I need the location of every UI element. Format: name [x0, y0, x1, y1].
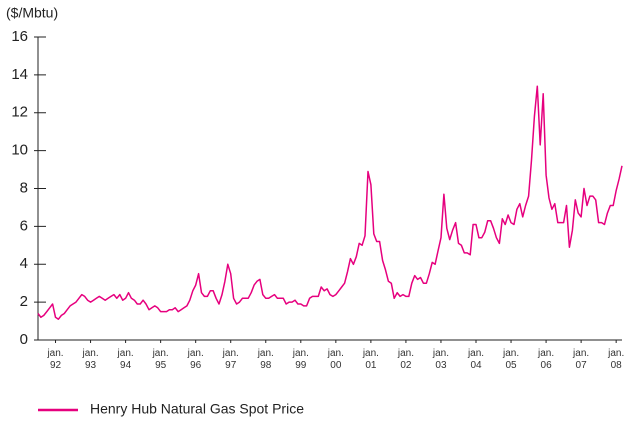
y-tick-label: 8 [20, 179, 28, 196]
x-tick-label: jan. 96 [187, 348, 204, 371]
x-tick-label: jan. 01 [362, 348, 379, 371]
y-tick-label: 2 [20, 293, 28, 310]
y-tick-label: 4 [20, 255, 28, 272]
x-tick-label: jan. 03 [432, 348, 450, 371]
y-tick-label: 12 [11, 104, 28, 121]
x-tick-label: jan. 92 [47, 348, 64, 371]
y-tick-label: 10 [11, 142, 28, 159]
x-tick-label: jan. 97 [222, 348, 239, 371]
x-tick-label: jan. 98 [257, 348, 274, 371]
x-tick-label: jan. 00 [327, 348, 344, 371]
x-tick-label: jan. 04 [467, 348, 485, 371]
x-tick-label: jan. 94 [117, 348, 134, 371]
y-tick-label: 0 [20, 331, 28, 348]
y-tick-label: 16 [11, 28, 28, 45]
y-tick-label: 14 [11, 66, 28, 83]
x-tick-label: jan. 95 [152, 348, 169, 371]
y-axis-label: ($/Mbtu) [6, 5, 58, 21]
x-tick-label: jan. 93 [82, 348, 99, 371]
x-tick-label: jan. 07 [573, 348, 590, 371]
y-tick-label: 6 [20, 217, 28, 234]
x-tick-label: jan. 99 [292, 348, 309, 371]
x-tick-label: jan. 02 [397, 348, 414, 371]
legend-label: Henry Hub Natural Gas Spot Price [90, 401, 304, 417]
x-tick-label: jan. 05 [502, 348, 520, 371]
x-tick-label: jan. 06 [538, 348, 555, 371]
x-tick-label: jan. 08 [608, 348, 624, 371]
line-series [37, 85, 623, 320]
